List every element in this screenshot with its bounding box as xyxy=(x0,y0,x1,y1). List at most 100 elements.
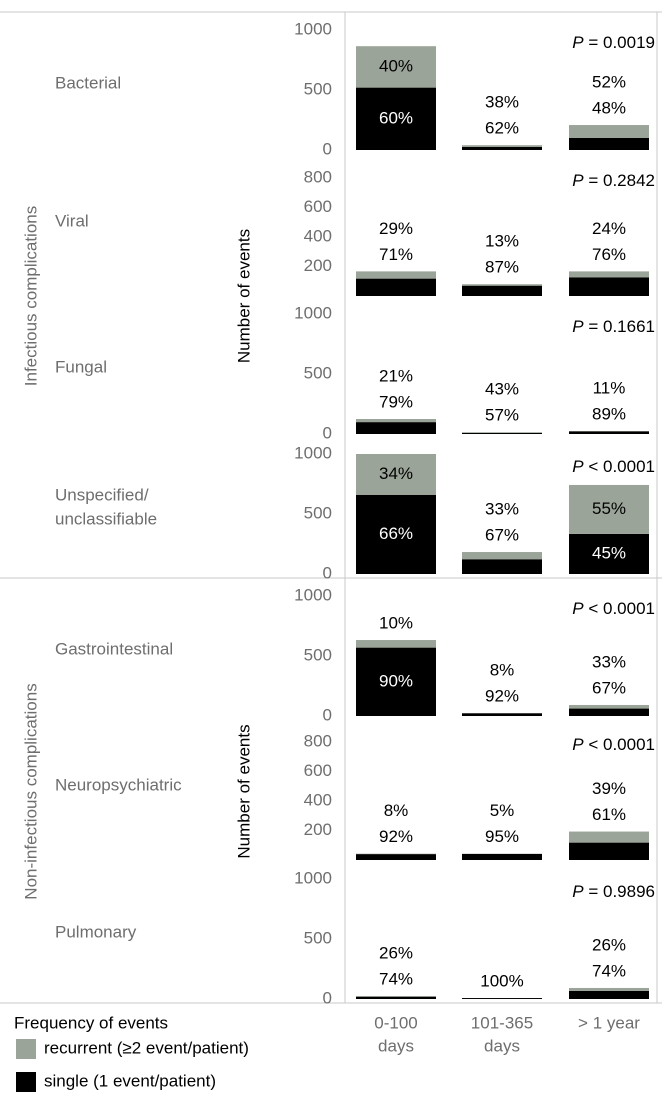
share-label: 79% xyxy=(379,392,413,411)
share-label: 67% xyxy=(485,526,519,545)
x-tick-label: 0-100 xyxy=(374,1013,417,1032)
share-label: 5% xyxy=(490,801,515,820)
share-label: 71% xyxy=(379,245,413,264)
bar-segment xyxy=(356,87,436,150)
share-label: 43% xyxy=(485,380,519,399)
share-label: 67% xyxy=(592,678,626,697)
x-tick-label: 101-365 xyxy=(471,1013,533,1032)
panel-title: Neuropsychiatric xyxy=(55,775,182,794)
bar-segment xyxy=(462,147,542,150)
bar-segment xyxy=(462,285,542,296)
bar-segment xyxy=(356,454,436,495)
bar-segment xyxy=(569,704,649,709)
y-tick-label: 500 xyxy=(304,503,332,522)
y-tick-label: 800 xyxy=(304,168,332,187)
share-label: 39% xyxy=(592,779,626,798)
share-label: 48% xyxy=(592,99,626,118)
bar-segment xyxy=(569,484,649,534)
bar-segment xyxy=(462,853,542,860)
bar-segment xyxy=(569,125,649,138)
y-tick-label: 1000 xyxy=(294,443,332,462)
panel-title: Pulmonary xyxy=(55,922,137,941)
legend-swatch xyxy=(16,1072,36,1092)
share-label: 61% xyxy=(592,805,626,824)
bar-segment xyxy=(356,996,436,997)
bar-segment xyxy=(462,284,542,286)
group-label: Non-infectious complications xyxy=(21,683,40,899)
bar-segment xyxy=(356,647,436,716)
share-label: 62% xyxy=(485,119,519,138)
y-axis-label: Number of events xyxy=(234,724,253,858)
p-value: P = 0.1661 xyxy=(572,317,655,336)
share-label: 95% xyxy=(485,827,519,846)
bar-segment xyxy=(462,552,542,560)
bar-segment xyxy=(356,271,436,279)
bar-segment xyxy=(462,559,542,574)
y-tick-label: 0 xyxy=(323,705,332,724)
group-label: Infectious complications xyxy=(21,206,40,386)
p-value: P = 0.0019 xyxy=(572,33,655,52)
share-label: 60% xyxy=(379,108,413,127)
share-label: 8% xyxy=(384,801,409,820)
bar-segment xyxy=(356,46,436,88)
bar-segment xyxy=(569,708,649,716)
bar-segment xyxy=(569,842,649,860)
legend-label: recurrent (≥2 event/patient) xyxy=(44,1038,249,1057)
share-label: 26% xyxy=(379,943,413,962)
share-label: 34% xyxy=(379,464,413,483)
bar-segment xyxy=(356,996,436,999)
share-label: 13% xyxy=(485,232,519,251)
p-value: P = 0.9896 xyxy=(572,882,655,901)
share-label: 11% xyxy=(593,378,626,397)
share-label: 90% xyxy=(379,671,413,690)
p-value: P = 0.2842 xyxy=(572,171,655,190)
x-tick-label: > 1 year xyxy=(578,1013,640,1032)
share-label: 40% xyxy=(379,56,413,75)
bar-segment xyxy=(356,419,436,423)
p-value: P < 0.0001 xyxy=(572,457,655,476)
y-tick-label: 600 xyxy=(304,197,332,216)
share-label: 26% xyxy=(592,935,626,954)
y-tick-label: 0 xyxy=(323,139,332,158)
share-label: 8% xyxy=(490,660,515,679)
y-tick-label: 200 xyxy=(304,820,332,839)
share-label: 92% xyxy=(379,827,413,846)
share-label: 57% xyxy=(485,406,519,425)
y-tick-label: 500 xyxy=(304,363,332,382)
y-tick-label: 1000 xyxy=(294,868,332,887)
share-label: 33% xyxy=(592,652,626,671)
y-tick-label: 1000 xyxy=(294,19,332,38)
y-tick-label: 500 xyxy=(304,645,332,664)
y-tick-label: 0 xyxy=(323,988,332,1007)
share-label: 10% xyxy=(379,614,413,633)
y-tick-label: 0 xyxy=(323,563,332,582)
y-tick-label: 200 xyxy=(304,256,332,275)
bar-segment xyxy=(356,494,436,574)
legend-label: single (1 event/patient) xyxy=(44,1071,216,1090)
bar-segment xyxy=(569,990,649,999)
share-label: 100% xyxy=(480,972,523,991)
bar-segment xyxy=(569,277,649,296)
bar-segment xyxy=(356,640,436,648)
y-tick-label: 400 xyxy=(304,791,332,810)
bar-segment xyxy=(569,831,649,843)
y-tick-label: 1000 xyxy=(294,585,332,604)
legend-swatch xyxy=(16,1039,36,1059)
share-label: 74% xyxy=(592,961,626,980)
bar-segment xyxy=(462,713,542,716)
share-label: 29% xyxy=(379,219,413,238)
share-label: 55% xyxy=(592,499,626,518)
p-value: P < 0.0001 xyxy=(572,735,655,754)
y-tick-label: 800 xyxy=(304,732,332,751)
bar-segment xyxy=(356,278,436,296)
share-label: 74% xyxy=(379,969,413,988)
y-tick-label: 0 xyxy=(323,423,332,442)
y-tick-label: 500 xyxy=(304,79,332,98)
bar-segment xyxy=(462,432,542,434)
share-label: 66% xyxy=(379,524,413,543)
x-tick-label: days xyxy=(484,1036,520,1055)
share-label: 21% xyxy=(379,366,413,385)
panel-title: Gastrointestinal xyxy=(55,639,173,658)
bar-segment xyxy=(356,422,436,434)
